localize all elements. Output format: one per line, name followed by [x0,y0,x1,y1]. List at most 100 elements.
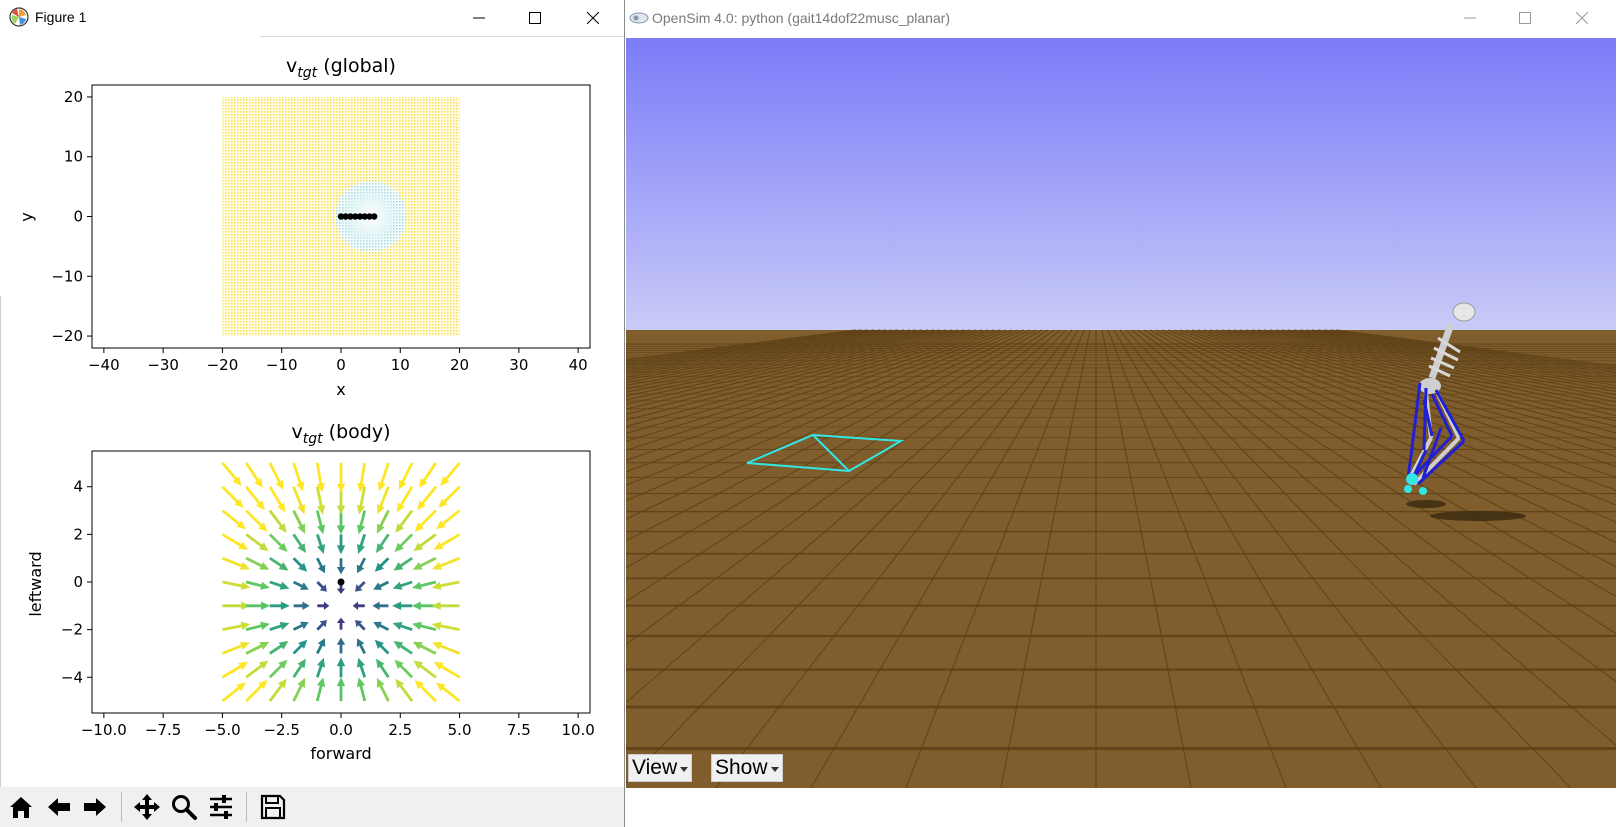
quiver-arrow [336,534,346,555]
quiver-arrow [392,580,413,590]
tile-line [905,329,1085,788]
x-tick-label: −7.5 [145,721,181,739]
quiver-arrow [315,486,326,515]
tile-line [626,329,887,369]
x-tick-label: 10 [391,356,410,374]
maximize-icon [529,12,541,24]
y-tick-label: −4 [61,668,83,686]
opensim-title-bar[interactable]: OpenSim 4.0: python (gait14dof22musc_pla… [625,0,1617,38]
quiver-arrow [245,533,269,552]
back-button[interactable] [42,790,76,824]
quiver-arrow [315,677,326,702]
quiver-arrow [436,509,461,530]
quiver-arrow [412,641,437,655]
quiver-arrow [245,660,269,679]
show-menu-button[interactable]: Show [711,754,783,782]
zoom-icon [172,795,197,820]
tile-line [1227,329,1616,422]
agent-position-point [337,578,345,586]
quiver-arrow [245,621,270,631]
tile-line [626,329,1007,462]
quiver-arrow [372,601,389,610]
save-button[interactable] [256,790,290,824]
view-menu-button[interactable]: View [628,754,693,782]
body-x-axis-ticks: −10.0 −7.5 −5.0 −2.5 0.0 2.5 5.0 7.5 10.0 [81,713,595,739]
quiver-arrow [413,660,437,679]
minimize-button[interactable] [1447,4,1493,32]
x-tick-label: 30 [509,356,528,374]
quiver-arrow [316,657,325,678]
tile-line [626,329,881,367]
close-button[interactable] [570,4,616,32]
title-separator [260,36,624,37]
quiver-arrow [269,557,289,571]
figure-window-title: Figure 1 [35,9,87,25]
forward-button[interactable] [78,790,112,824]
tile-line [626,329,1055,646]
tile-line [1155,329,1616,568]
y-tick-label: 0 [73,573,83,591]
x-tick-label: 10.0 [561,721,594,739]
show-menu-label: Show [715,756,768,779]
quiver-arrow [336,486,346,515]
maximize-button[interactable] [1502,4,1548,32]
quiver-arrow [357,533,366,554]
tile-line [626,329,875,366]
quiver-arrow [377,462,390,492]
target-marker [746,433,905,473]
zoom-button[interactable] [167,790,201,824]
quiver-arrow [352,601,365,610]
quiver-arrow [412,621,437,631]
quiver-arrow [393,641,413,655]
quiver-arrow [316,638,326,655]
tile-line [1101,329,1192,788]
tile-line [1149,329,1616,598]
tile-line [626,329,971,415]
figure-canvas[interactable]: vtgt (global) −40 −30− [0,36,624,787]
chevron-down-icon [770,766,779,772]
maximize-button[interactable] [512,4,558,32]
tile-line [626,329,1037,542]
quiver-arrow [374,557,390,572]
quiver-arrow [269,641,289,655]
body-y-axis-ticks: −4 −2 0 2 4 [61,478,92,686]
quiver-arrow [336,617,346,630]
tile-line [1179,329,1616,491]
y-tick-label: 0 [73,208,83,226]
tile-line [1239,329,1616,412]
home-button[interactable] [4,790,38,824]
minimize-icon [473,17,485,19]
tile-line [1137,329,1616,683]
tile-line [1233,329,1616,417]
x-tick-label: −40 [88,356,120,374]
x-tick-label: 5.0 [448,721,472,739]
minimize-button[interactable] [456,4,502,32]
close-button[interactable] [1559,4,1605,32]
quiver-arrow [440,462,461,486]
global-plot: vtgt (global) −40 −30− [17,55,591,399]
tile-line [715,329,1073,788]
quiver-arrow [268,659,288,679]
quiver-arrow [292,639,308,655]
tile-line [626,329,989,435]
quiver-arrow [292,658,306,678]
foot-contact-marker [1406,473,1418,485]
chevron-down-icon [680,766,689,772]
quiver-arrow [245,509,268,532]
x-tick-label: 40 [569,356,588,374]
quiver-arrow [433,661,461,679]
x-tick-label: 2.5 [388,721,412,739]
figure-title-bar[interactable]: Figure 1 [0,0,624,36]
configure-subplots-button[interactable] [204,790,238,824]
tile-line [626,329,977,421]
global-x-axis-label: x [336,380,345,399]
tile-line [626,329,1061,704]
x-tick-label: 0.0 [329,721,353,739]
trajectory-path [337,213,378,220]
quiver-arrow [245,580,270,590]
pan-button[interactable] [130,790,164,824]
figure-window: Figure 1 vtgt (global) [0,0,624,827]
quiver-arrow [413,533,437,552]
3d-viewport[interactable]: View Show [626,38,1616,788]
quiver-arrow [292,486,306,515]
